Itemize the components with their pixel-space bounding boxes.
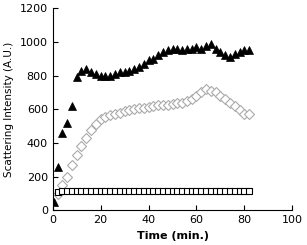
Y-axis label: Scattering Intensity (A.U.): Scattering Intensity (A.U.) [4,42,14,177]
X-axis label: Time (min.): Time (min.) [137,231,208,241]
